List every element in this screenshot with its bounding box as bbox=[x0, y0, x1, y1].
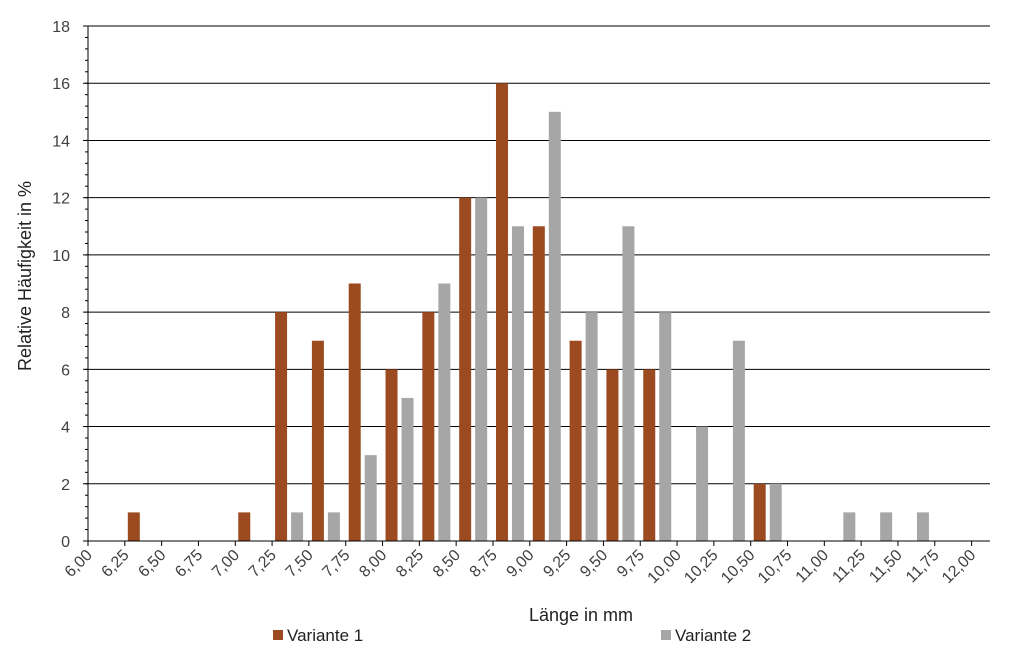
x-tick-label: 6,75 bbox=[172, 547, 206, 581]
bar-series-1 bbox=[569, 340, 582, 541]
bar-series-2 bbox=[291, 512, 304, 541]
x-tick-label: 6,25 bbox=[99, 547, 133, 581]
x-tick-label: 7,25 bbox=[246, 547, 280, 581]
bar-series-2 bbox=[511, 226, 524, 541]
x-tick-label: 8,00 bbox=[356, 547, 390, 581]
x-tick-label: 8,75 bbox=[467, 547, 501, 581]
x-tick-label: 9,25 bbox=[540, 547, 574, 581]
bar-series-1 bbox=[459, 197, 472, 541]
bar-series-2 bbox=[475, 197, 488, 541]
x-axis-title: Länge in mm bbox=[529, 605, 633, 625]
legend-swatch-variante-2 bbox=[661, 630, 671, 640]
y-tick-label: 10 bbox=[52, 248, 70, 265]
x-tick-label: 11,75 bbox=[903, 547, 943, 587]
bar-series-1 bbox=[238, 512, 251, 541]
bar-series-2 bbox=[622, 226, 635, 541]
bar-series-2 bbox=[364, 455, 377, 541]
x-tick-label: 10,50 bbox=[718, 547, 758, 587]
legend-label-variante-2: Variante 2 bbox=[675, 626, 751, 645]
x-tick-label: 12,00 bbox=[939, 547, 979, 587]
bar-series-2 bbox=[438, 283, 451, 541]
x-tick-label: 7,50 bbox=[283, 547, 317, 581]
bar-series-1 bbox=[422, 312, 435, 541]
x-tick-label: 9,00 bbox=[504, 547, 538, 581]
bar-series-1 bbox=[127, 512, 140, 541]
x-tick-labels: 6,00 6,25 6,50 6,75 7,00 7,25 7,50 7,75 8,00 8,25… bbox=[62, 547, 980, 587]
bar-series-1 bbox=[532, 226, 545, 541]
y-tick-label: 0 bbox=[61, 534, 70, 551]
bar-series-1 bbox=[495, 83, 508, 541]
y-tick-label: 12 bbox=[52, 191, 70, 208]
legend: Variante 1 Variante 2 bbox=[273, 626, 751, 645]
x-tick-label: 8,25 bbox=[393, 547, 427, 581]
x-tick-label: 7,75 bbox=[319, 547, 353, 581]
bar-series-2 bbox=[843, 512, 856, 541]
y-axis-title: Relative Häufigkeit in % bbox=[15, 181, 35, 371]
y-tick-label: 6 bbox=[61, 362, 70, 379]
x-tick-label: 10,00 bbox=[645, 547, 685, 587]
y-tick-label: 4 bbox=[61, 420, 70, 437]
bar-series-2 bbox=[327, 512, 340, 541]
bar-series-2 bbox=[916, 512, 929, 541]
x-tick-label: 11,25 bbox=[829, 547, 869, 587]
legend-label-variante-1: Variante 1 bbox=[287, 626, 363, 645]
bar-series-1 bbox=[753, 483, 766, 541]
x-tick-label: 10,25 bbox=[681, 547, 721, 587]
y-tick-labels: 0 2 4 6 8 10 12 14 16 18 bbox=[52, 19, 70, 551]
bar-series-2 bbox=[548, 111, 561, 541]
x-tick-label: 11,50 bbox=[866, 547, 906, 587]
bar-series-1 bbox=[348, 283, 361, 541]
x-tick-label: 8,50 bbox=[430, 547, 464, 581]
x-tick-label: 6,00 bbox=[62, 547, 96, 581]
legend-swatch-variante-1 bbox=[273, 630, 283, 640]
bar-series-2 bbox=[585, 312, 598, 541]
bar-series-2 bbox=[696, 426, 709, 541]
y-tick-label: 8 bbox=[61, 305, 70, 322]
x-tick-label: 6,50 bbox=[135, 547, 169, 581]
x-tick-label: 9,75 bbox=[614, 547, 648, 581]
x-tick-label: 9,50 bbox=[577, 547, 611, 581]
bar-series-1 bbox=[311, 340, 324, 541]
bar-series-2 bbox=[880, 512, 893, 541]
bar-series-2 bbox=[769, 483, 782, 541]
axes bbox=[83, 25, 990, 546]
y-tick-label: 16 bbox=[52, 76, 70, 93]
y-tick-label: 2 bbox=[61, 477, 70, 494]
bar-series-1 bbox=[606, 369, 619, 541]
x-tick-label: 11,00 bbox=[793, 547, 833, 587]
bar-series-2 bbox=[401, 397, 414, 541]
y-tick-label: 14 bbox=[52, 133, 70, 150]
bar-series-2 bbox=[732, 340, 745, 541]
x-tick-label: 10,75 bbox=[755, 547, 795, 587]
bar-series-1 bbox=[275, 312, 288, 541]
bar-series-1 bbox=[385, 369, 398, 541]
bar-series-2 bbox=[659, 312, 672, 541]
bar-series-1 bbox=[643, 369, 656, 541]
x-tick-label: 7,00 bbox=[209, 547, 243, 581]
bars bbox=[127, 83, 929, 541]
y-tick-label: 18 bbox=[52, 19, 70, 36]
